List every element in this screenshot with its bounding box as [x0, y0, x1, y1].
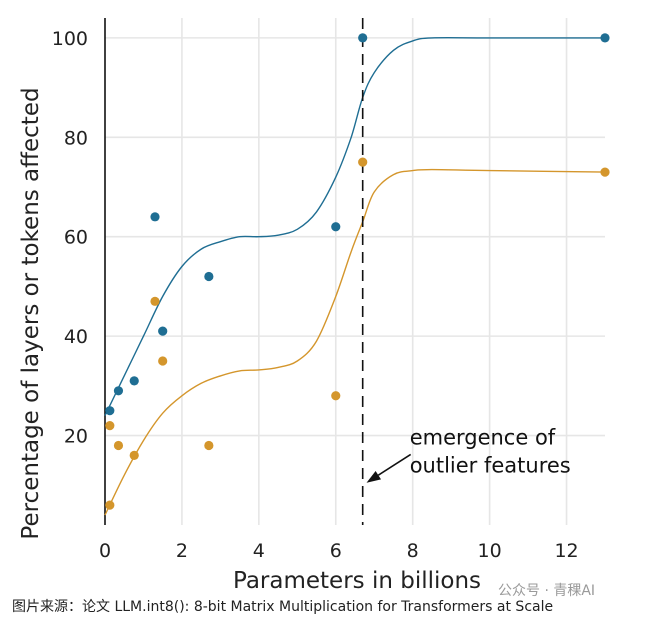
x-tick-label-6: 12: [554, 540, 578, 562]
y-tick-label-1: 40: [64, 326, 88, 348]
x-tick-label-4: 8: [407, 540, 419, 562]
fit-curve-1: [104, 168, 606, 516]
y-tick-label-0: 20: [64, 426, 88, 448]
point-s0-5: [204, 271, 214, 282]
y-axis-title: Percentage of layers or tokens affected: [18, 87, 44, 539]
x-tick-label-1: 2: [176, 540, 188, 562]
data-points: [105, 33, 610, 510]
watermark: 公众号 · 青稞AI: [498, 583, 596, 599]
point-s0-2: [129, 376, 139, 386]
x-tick-label-5: 10: [478, 540, 502, 562]
x-tick-label-0: 0: [99, 540, 111, 562]
grid: [105, 18, 605, 525]
fit-curves: [104, 36, 606, 516]
annotation-arrow-head: [366, 470, 382, 483]
point-s1-9: [600, 167, 610, 177]
x-tick-label-3: 6: [330, 540, 342, 562]
fit-curve-0: [104, 36, 605, 416]
x-axis-title: Parameters in billions: [233, 568, 481, 594]
point-s1-8: [358, 157, 368, 167]
point-s1-2: [113, 440, 124, 451]
point-s1-7: [331, 391, 341, 401]
point-s0-0: [105, 406, 115, 416]
y-tick-label-2: 60: [64, 227, 88, 249]
point-s1-5: [158, 356, 168, 366]
tick-labels: 0 2 4 6 8 10 12 20 40 60 80 100: [52, 28, 579, 562]
annotation-line-2: outlier features: [410, 453, 571, 477]
point-s1-6: [204, 440, 214, 451]
point-s0-6: [331, 222, 341, 232]
annotation-line-1: emergence of: [410, 425, 556, 449]
point-s1-1: [105, 500, 115, 510]
point-s0-1: [113, 386, 124, 396]
y-tick-label-3: 80: [64, 127, 88, 149]
annotation: emergence of outlier features: [366, 425, 571, 483]
point-s0-8: [600, 33, 610, 43]
point-s1-4: [150, 296, 160, 306]
point-s0-4: [158, 326, 168, 336]
point-s1-0: [105, 420, 115, 431]
y-tick-label-4: 100: [52, 28, 88, 50]
x-tick-label-2: 4: [253, 540, 265, 562]
point-s0-3: [150, 212, 160, 222]
figure-caption: 图片来源：论文 LLM.int8(): 8-bit Matrix Multipl…: [12, 599, 554, 615]
point-s0-7: [358, 33, 368, 43]
point-s1-3: [129, 450, 139, 461]
annotation-arrow: [377, 453, 412, 476]
